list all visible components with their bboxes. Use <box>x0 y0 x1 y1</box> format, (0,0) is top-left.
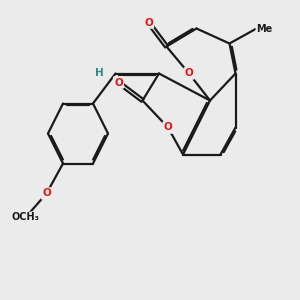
Text: H: H <box>94 68 103 79</box>
Text: O: O <box>184 68 194 79</box>
Text: OCH₃: OCH₃ <box>12 212 39 223</box>
Text: O: O <box>164 122 172 133</box>
Text: O: O <box>42 188 51 199</box>
Text: O: O <box>114 77 123 88</box>
Text: H: H <box>94 68 103 79</box>
Text: O: O <box>144 17 153 28</box>
Text: Me: Me <box>256 23 273 34</box>
